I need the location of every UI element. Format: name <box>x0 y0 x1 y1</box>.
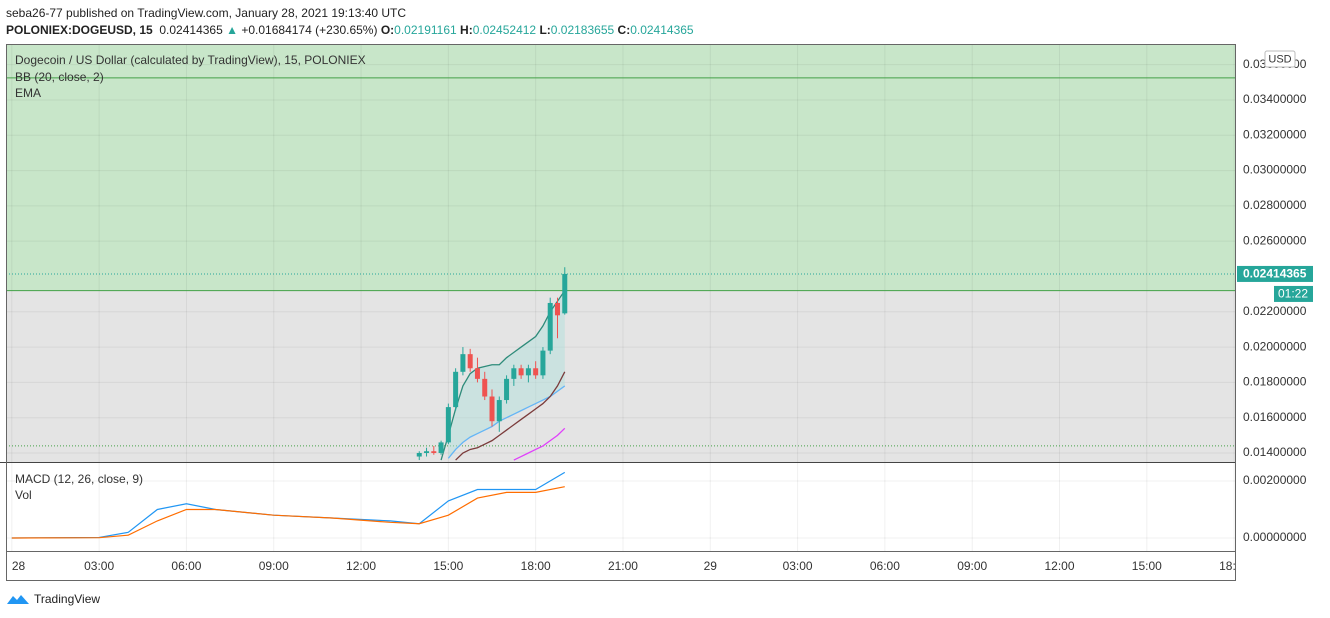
y-tick-label: 0.02600000 <box>1243 233 1307 247</box>
x-tick-label: 06:00 <box>870 559 900 573</box>
candle-body <box>533 368 539 376</box>
candle-body <box>445 407 451 443</box>
brand: TradingView <box>34 592 101 606</box>
candle-body <box>482 378 488 397</box>
candle-body <box>496 400 502 422</box>
overlay: 0.01400000 0.01600000 0.01800000 0.02000000… <box>0 44 1313 581</box>
bb-upper <box>440 290 566 461</box>
y-tick-label: 0.03400000 <box>1243 92 1307 106</box>
currency: USD <box>1268 53 1291 65</box>
c: 0.02414365 <box>630 23 694 37</box>
candle-body <box>554 302 560 316</box>
macd-pane <box>6 463 1235 551</box>
legend-entry: BB (20, close, 2) <box>15 70 104 84</box>
candle-body <box>518 368 524 376</box>
x-tick-label: 03:00 <box>84 559 114 573</box>
x-tick-label: 12:00 <box>1044 559 1074 573</box>
macd-title: MACD (12, 26, close, 9) <box>15 472 143 486</box>
legend-entry: EMA <box>15 86 41 100</box>
candle-body <box>416 452 422 457</box>
x-tick-label: 15:00 <box>433 559 463 573</box>
x-tick-label: 12:00 <box>346 559 376 573</box>
arrow: ▲ <box>226 23 239 37</box>
y-tick-label: 0.03000000 <box>1243 163 1307 177</box>
x-tick-label: 06:00 <box>171 559 201 573</box>
price-pane <box>6 44 1235 462</box>
candle-body <box>438 442 444 453</box>
candle-body <box>467 354 473 369</box>
candle-body <box>460 354 466 372</box>
countdown-badge <box>1274 285 1313 302</box>
published: seba26-77 published on TradingView.com, … <box>6 6 407 20</box>
price: 0.02414365 <box>159 23 223 37</box>
y-tick-label: 0.00000000 <box>1243 530 1307 544</box>
y-tick-label: 0.02200000 <box>1243 304 1307 318</box>
y-tick-label: 0.02000000 <box>1243 339 1307 353</box>
candle-body <box>474 368 480 379</box>
l-label: L: <box>539 23 551 37</box>
zone <box>6 44 1235 291</box>
zone <box>6 290 1235 462</box>
o: 0.02191161 <box>394 23 457 37</box>
y-tick-label: 0.01600000 <box>1243 410 1307 424</box>
logo <box>7 595 29 604</box>
y-tick-label: 0.01800000 <box>1243 375 1307 389</box>
candle-body <box>431 451 437 453</box>
time-axis: 28 03:00 06:00 09:00 12:00 15:00 18:00 21:00 29 0… <box>12 559 1249 573</box>
symbol: POLONIEX:DOGEUSD, 15 <box>6 23 153 37</box>
y-tick-label: 0.00200000 <box>1243 473 1307 487</box>
x-tick-label: 03:00 <box>783 559 813 573</box>
last-price-label: 0.02414365 <box>1243 267 1307 281</box>
macd-line <box>11 486 565 539</box>
bb-lower <box>447 385 566 459</box>
h-label: H: <box>460 23 473 37</box>
y-tick-label: 0.01400000 <box>1243 445 1307 459</box>
candle-body <box>504 378 510 401</box>
series-line <box>513 427 566 461</box>
series-line <box>455 371 566 461</box>
currency-badge <box>1264 50 1296 68</box>
l: 0.02183655 <box>550 23 615 37</box>
candle-body <box>424 451 430 453</box>
frame <box>6 44 1236 581</box>
c-label: C: <box>617 23 631 37</box>
x-tick-label: 21:00 <box>608 559 638 573</box>
ticker-line: POLONIEX:DOGEUSD, 15 0.02414365 ▲ +0.016… <box>6 22 694 39</box>
h: 0.02452412 <box>472 23 537 37</box>
candle-body <box>540 350 546 376</box>
header: seba26-77 published on TradingView.com, … <box>6 5 694 39</box>
x-tick-label: 15:00 <box>1132 559 1162 573</box>
x-tick-label: 29 <box>704 559 718 573</box>
vol-label: Vol <box>15 488 32 502</box>
x-tick-label: 18:00 <box>1219 559 1249 573</box>
y-tick-label: 0.03200000 <box>1243 127 1307 141</box>
candle-body <box>453 371 459 408</box>
o-label: O: <box>380 23 395 37</box>
candle-body <box>525 368 531 376</box>
x-tick-label: 09:00 <box>957 559 987 573</box>
last-price-badge <box>1237 265 1313 282</box>
candle-body <box>511 368 517 379</box>
y-tick-label: 0.02800000 <box>1243 198 1307 212</box>
candle-body <box>547 302 553 351</box>
candle-body <box>562 273 568 314</box>
x-tick-label: 09:00 <box>259 559 289 573</box>
change: +0.01684174 (+230.65%) <box>241 23 378 37</box>
x-tick-label: 18:00 <box>521 559 551 573</box>
countdown: 01:22 <box>1278 287 1308 301</box>
bb-fill <box>448 290 565 459</box>
chart-title: Dogecoin / US Dollar (calculated by Trad… <box>15 53 366 67</box>
footer: TradingView <box>6 592 100 606</box>
x-tick-label: 28 <box>12 559 26 573</box>
candle-body <box>489 396 495 422</box>
